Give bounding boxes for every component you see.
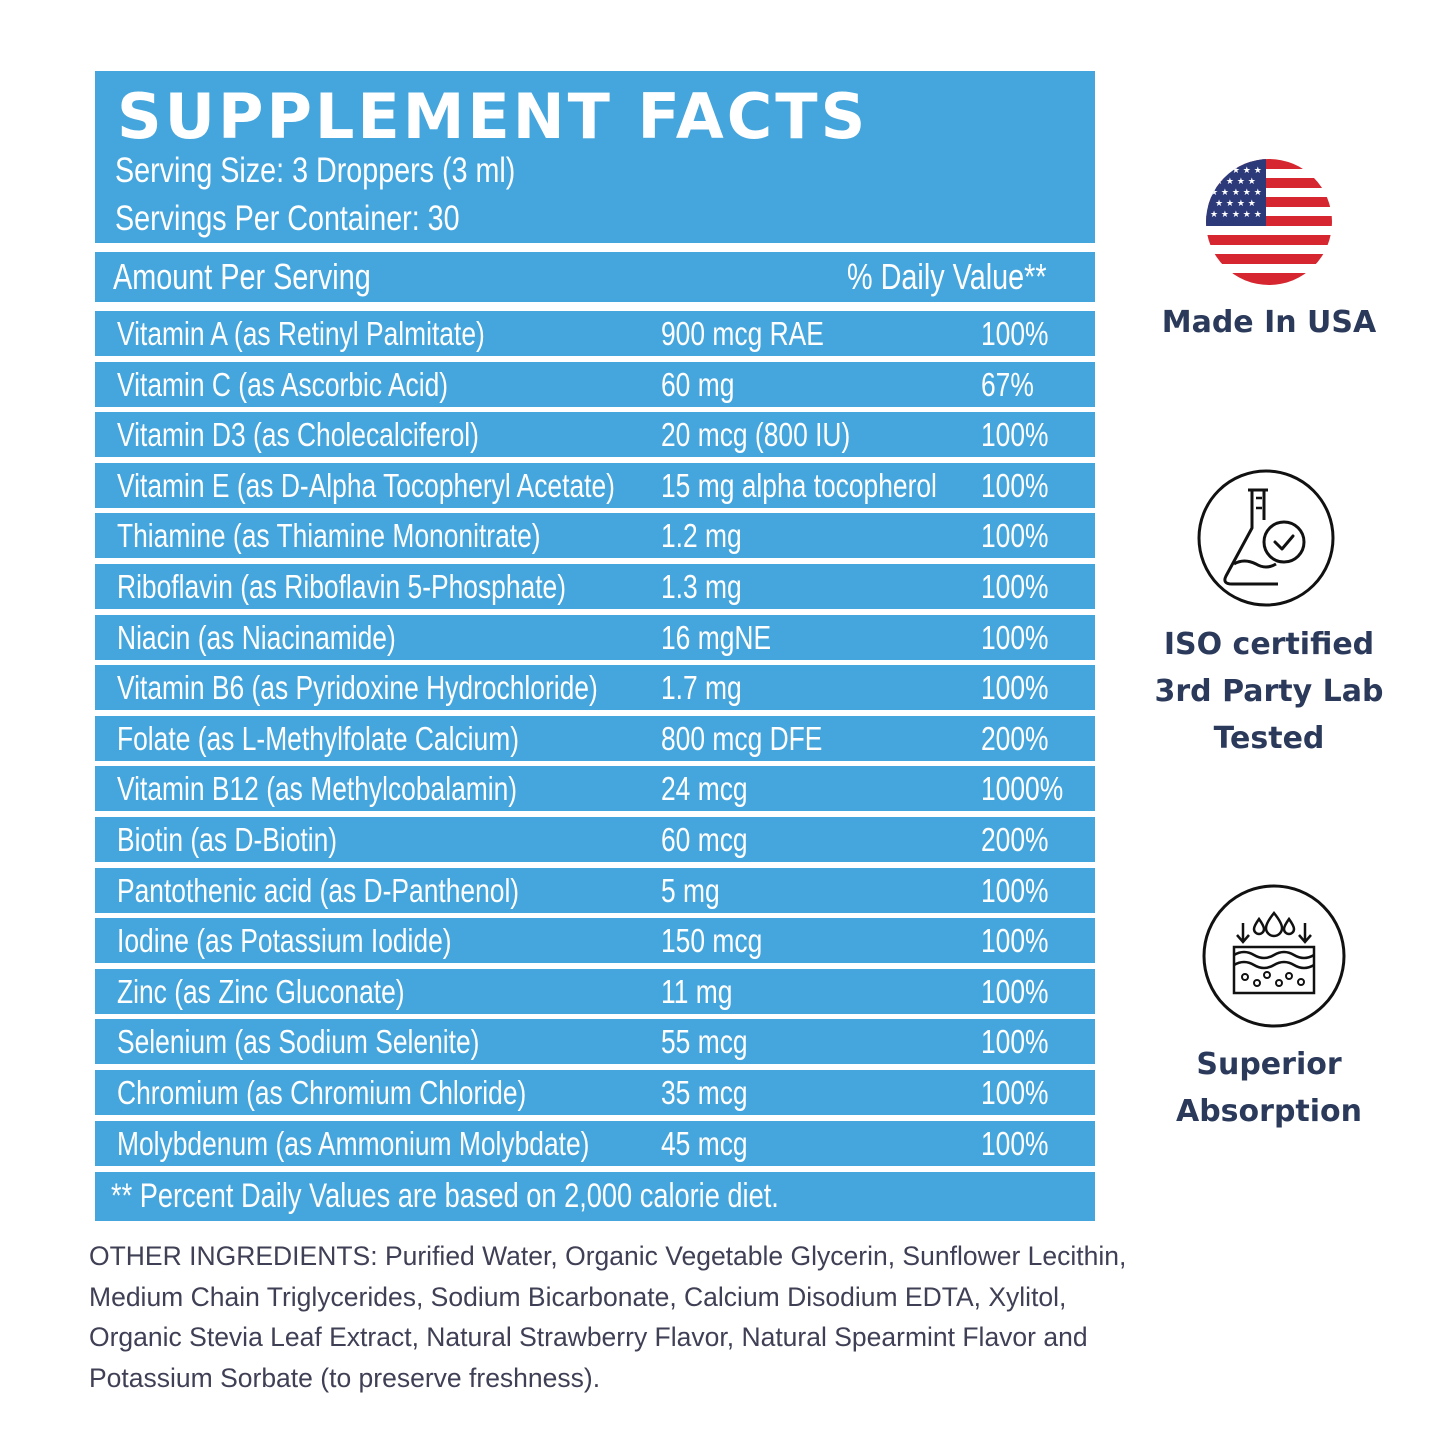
us-flag-icon: ★ ★ ★ ★ ★ ★ ★ ★ ★ ★ ★ ★ ★ ★ ★ ★ ★ ★ ★ ★ … bbox=[1206, 159, 1332, 285]
nutrient-daily-value: 100% bbox=[981, 315, 1049, 352]
nutrient-row: Zinc (as Zinc Gluconate) 11 mg 100% bbox=[95, 968, 1095, 1014]
nutrient-name: Selenium (as Sodium Selenite) bbox=[117, 1023, 480, 1061]
nutrient-daily-value: 100% bbox=[981, 568, 1049, 605]
nutrient-row: Selenium (as Sodium Selenite) 55 mcg 100% bbox=[95, 1019, 1095, 1065]
nutrient-daily-value: 200% bbox=[981, 821, 1049, 858]
nutrient-amount: 60 mg bbox=[661, 365, 735, 403]
nutrient-amount: 24 mcg bbox=[661, 770, 748, 808]
nutrient-daily-value: 100% bbox=[981, 972, 1049, 1010]
nutrient-name: Biotin (as D-Biotin) bbox=[117, 821, 338, 858]
nutrient-amount: 1.7 mg bbox=[661, 669, 742, 707]
nutrient-name: Chromium (as Chromium Chloride) bbox=[117, 1074, 527, 1111]
nutrient-amount: 35 mcg bbox=[661, 1074, 748, 1111]
lab-flask-check-icon bbox=[1197, 469, 1335, 607]
nutrient-amount: 16 mgNE bbox=[661, 618, 772, 656]
nutrient-name: Niacin (as Niacinamide) bbox=[117, 618, 396, 656]
amount-per-serving-label: Amount Per Serving bbox=[113, 256, 371, 297]
nutrient-daily-value: 1000% bbox=[981, 770, 1064, 808]
nutrient-amount: 11 mg bbox=[661, 972, 733, 1010]
nutrient-row: Biotin (as D-Biotin) 60 mcg 200% bbox=[95, 817, 1095, 862]
nutrient-name: Vitamin B12 (as Methylcobalamin) bbox=[117, 770, 518, 808]
nutrient-row: Vitamin B6 (as Pyridoxine Hydrochloride)… bbox=[95, 665, 1095, 711]
amount-per-serving-band: Amount Per Serving % Daily Value** bbox=[95, 252, 1095, 302]
nutrient-daily-value: 100% bbox=[981, 466, 1049, 504]
iso-label-line1: ISO certified bbox=[1163, 627, 1375, 662]
nutrient-row: Vitamin B12 (as Methylcobalamin) 24 mcg 10… bbox=[95, 766, 1095, 812]
nutrient-daily-value: 100% bbox=[981, 618, 1049, 656]
servings-per-container: Servings Per Container: 30 bbox=[115, 199, 460, 238]
nutrient-row: Riboflavin (as Riboflavin 5-Phosphate) 1.… bbox=[95, 564, 1095, 609]
nutrient-name: Vitamin C (as Ascorbic Acid) bbox=[117, 365, 449, 403]
nutrient-row: Molybdenum (as Ammonium Molybdate) 45 mcg… bbox=[95, 1120, 1095, 1166]
facts-title: SUPPLEMENT FACTS bbox=[117, 80, 869, 153]
nutrient-row: Chromium (as Chromium Chloride) 35 mcg 100… bbox=[95, 1070, 1095, 1115]
other-ingredients: OTHER INGREDIENTS: Purified Water, Organ… bbox=[89, 1241, 1127, 1393]
nutrient-row: Niacin (as Niacinamide) 16 mgNE 100% bbox=[95, 614, 1095, 660]
nutrient-daily-value: 100% bbox=[981, 871, 1049, 909]
nutrient-amount: 15 mg alpha tocopherol bbox=[661, 466, 937, 504]
nutrient-row: Pantothenic acid (as D-Panthenol) 5 mg 100… bbox=[95, 867, 1095, 913]
nutrient-name: Folate (as L-Methylfolate Calcium) bbox=[117, 719, 520, 757]
svg-text:★ ★ ★ ★ ★: ★ ★ ★ ★ ★ bbox=[1210, 188, 1262, 198]
nutrient-daily-value: 100% bbox=[981, 1023, 1049, 1061]
supplement-facts-panel: SUPPLEMENT FACTS Serving Size: 3 Dropper… bbox=[95, 71, 1095, 1221]
nutrient-name: Thiamine (as Thiamine Mononitrate) bbox=[117, 517, 541, 555]
nutrient-daily-value: 100% bbox=[981, 416, 1049, 454]
daily-value-footnote: ** Percent Daily Values are based on 2,0… bbox=[111, 1177, 779, 1215]
nutrient-row: Thiamine (as Thiamine Mononitrate) 1.2 mg… bbox=[95, 513, 1095, 559]
nutrient-name: Pantothenic acid (as D-Panthenol) bbox=[117, 871, 520, 909]
nutrient-name: Vitamin A (as Retinyl Palmitate) bbox=[117, 315, 485, 352]
nutrient-amount: 45 mcg bbox=[661, 1124, 748, 1162]
nutrient-daily-value: 67% bbox=[981, 365, 1034, 403]
facts-header: SUPPLEMENT FACTS bbox=[95, 71, 1095, 243]
serving-size: Serving Size: 3 Droppers (3 ml) bbox=[115, 151, 516, 190]
nutrient-row: Iodine (as Potassium Iodide) 150 mcg 100% bbox=[95, 918, 1095, 964]
nutrient-amount: 150 mcg bbox=[661, 922, 763, 960]
nutrient-row: Folate (as L-Methylfolate Calcium) 800 mc… bbox=[95, 715, 1095, 761]
nutrient-amount: 5 mg bbox=[661, 871, 720, 909]
nutrient-amount: 1.2 mg bbox=[661, 517, 742, 555]
nutrient-row: Vitamin C (as Ascorbic Acid) 60 mg 67% bbox=[95, 361, 1095, 407]
iso-label-line3: Tested bbox=[1213, 721, 1325, 756]
nutrient-daily-value: 100% bbox=[981, 1124, 1049, 1162]
nutrient-amount: 20 mcg (800 IU) bbox=[661, 416, 851, 454]
nutrient-row: Vitamin E (as D-Alpha Tocopheryl Acetate… bbox=[95, 462, 1095, 508]
nutrient-name: Zinc (as Zinc Gluconate) bbox=[117, 972, 405, 1010]
svg-text:★ ★ ★ ★: ★ ★ ★ ★ bbox=[1215, 199, 1256, 209]
svg-text:★ ★ ★ ★ ★: ★ ★ ★ ★ ★ bbox=[1210, 210, 1262, 220]
absorption-label-line1: Superior bbox=[1196, 1047, 1342, 1082]
nutrient-amount: 55 mcg bbox=[661, 1023, 748, 1061]
nutrient-amount: 1.3 mg bbox=[661, 568, 742, 605]
nutrient-amount: 900 mcg RAE bbox=[661, 315, 824, 352]
nutrient-name: Riboflavin (as Riboflavin 5-Phosphate) bbox=[117, 568, 567, 605]
made-in-usa-label: Made In USA bbox=[1161, 305, 1377, 340]
skin-absorption-icon bbox=[1202, 884, 1346, 1028]
absorption-label-line2: Absorption bbox=[1175, 1094, 1363, 1129]
iso-label-line2: 3rd Party Lab bbox=[1154, 674, 1384, 709]
nutrient-daily-value: 100% bbox=[981, 517, 1049, 555]
nutrient-name: Vitamin E (as D-Alpha Tocopheryl Acetate… bbox=[117, 466, 615, 504]
nutrient-name: Iodine (as Potassium Iodide) bbox=[117, 922, 452, 960]
nutrient-daily-value: 100% bbox=[981, 669, 1049, 707]
footnote-band: ** Percent Daily Values are based on 2,0… bbox=[95, 1172, 1095, 1221]
nutrient-name: Vitamin B6 (as Pyridoxine Hydrochloride) bbox=[117, 669, 598, 707]
nutrient-row: Vitamin D3 (as Cholecalciferol) 20 mcg (8… bbox=[95, 412, 1095, 458]
nutrient-daily-value: 100% bbox=[981, 1074, 1049, 1111]
nutrient-amount: 60 mcg bbox=[661, 821, 748, 858]
nutrient-name: Molybdenum (as Ammonium Molybdate) bbox=[117, 1124, 590, 1162]
nutrient-daily-value: 200% bbox=[981, 719, 1049, 757]
nutrient-row: Vitamin A (as Retinyl Palmitate) 900 mcg … bbox=[95, 311, 1095, 356]
nutrient-name: Vitamin D3 (as Cholecalciferol) bbox=[117, 416, 479, 454]
svg-text:★ ★ ★ ★: ★ ★ ★ ★ bbox=[1215, 177, 1256, 187]
nutrient-amount: 800 mcg DFE bbox=[661, 719, 823, 757]
svg-text:★ ★ ★ ★ ★: ★ ★ ★ ★ ★ bbox=[1210, 166, 1262, 176]
nutrient-daily-value: 100% bbox=[981, 922, 1049, 960]
daily-value-label: % Daily Value** bbox=[847, 256, 1047, 297]
